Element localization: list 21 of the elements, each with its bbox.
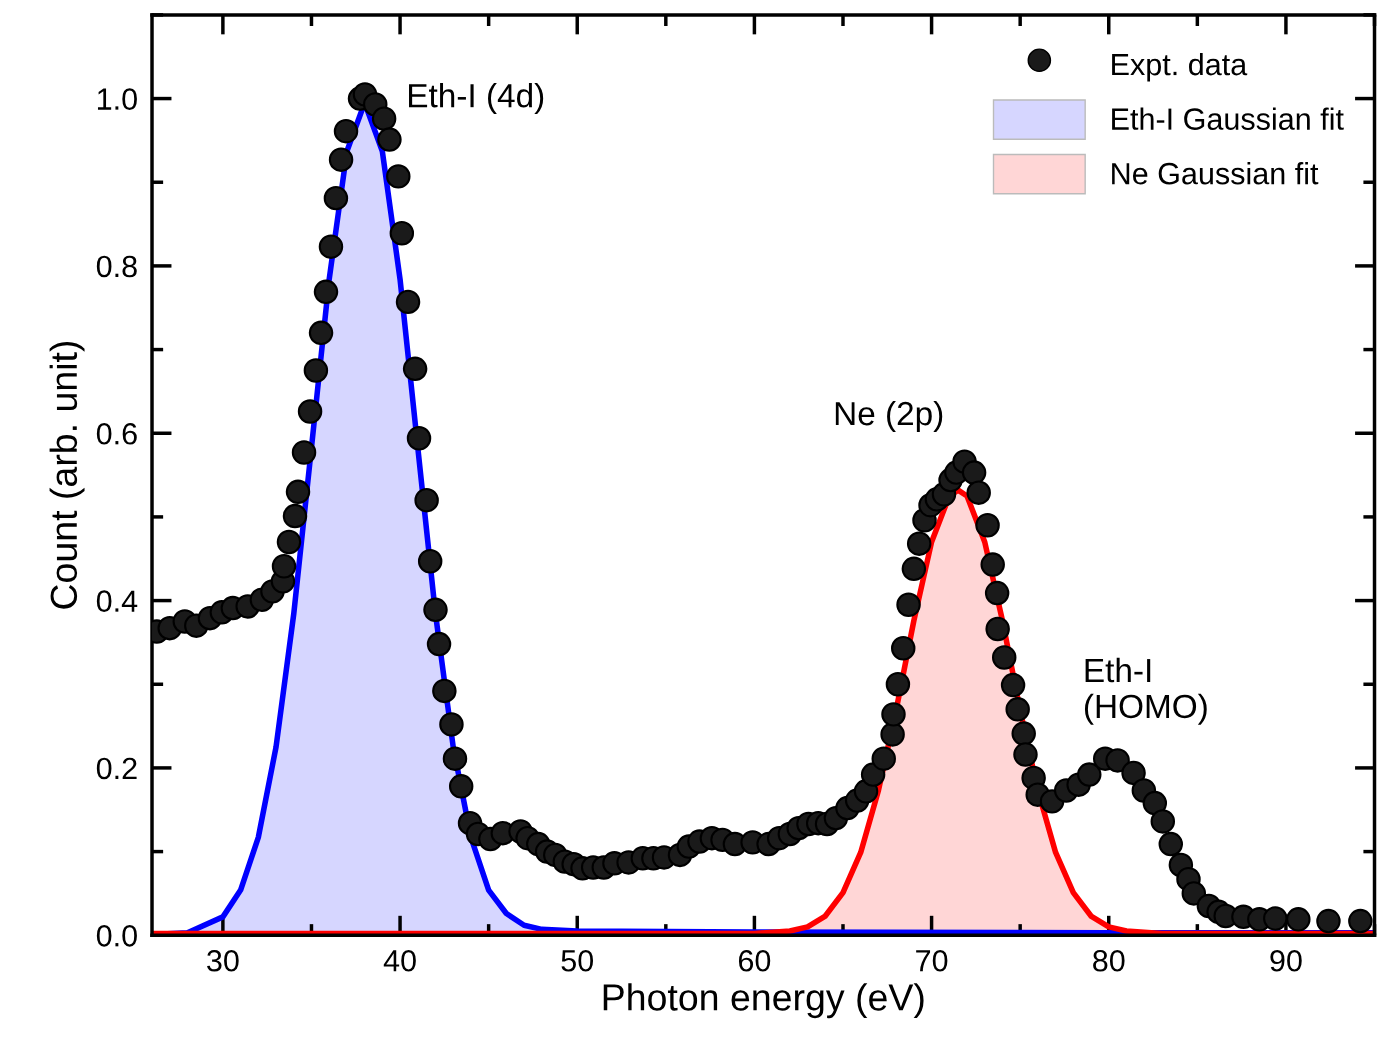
x-tick-label: 40	[383, 949, 416, 972]
annotation: Eth-I (HOMO)	[1084, 657, 1207, 725]
y-tick-label: 0.4	[96, 590, 138, 612]
y-tick-label: 1.0	[97, 88, 137, 110]
annotation: Eth-I (4d)	[409, 83, 544, 115]
x-axis-title: Photon energy (eV)	[603, 983, 924, 1019]
legend-label: Eth-I Gaussian fit	[1112, 107, 1344, 130]
annotation: Ne (2p)	[835, 400, 943, 432]
x-tick-label: 60	[738, 949, 771, 972]
y-tick-label: 0.0	[96, 924, 137, 947]
x-tick-label: 70	[916, 949, 948, 972]
y-axis-title: Count (arb. unit)	[49, 341, 85, 609]
x-tick-label: 80	[1093, 949, 1125, 972]
legend-label: Ne Gaussian fit	[1112, 162, 1319, 185]
y-tick-label: 0.6	[96, 422, 137, 445]
x-tick-label: 30	[207, 949, 239, 972]
x-tick-label: 90	[1270, 949, 1302, 972]
y-tick-label: 0.2	[96, 757, 137, 780]
x-tick-label: 50	[561, 949, 594, 972]
y-tick-label: 0.8	[96, 255, 137, 278]
legend-label: Expt. data	[1112, 52, 1248, 82]
